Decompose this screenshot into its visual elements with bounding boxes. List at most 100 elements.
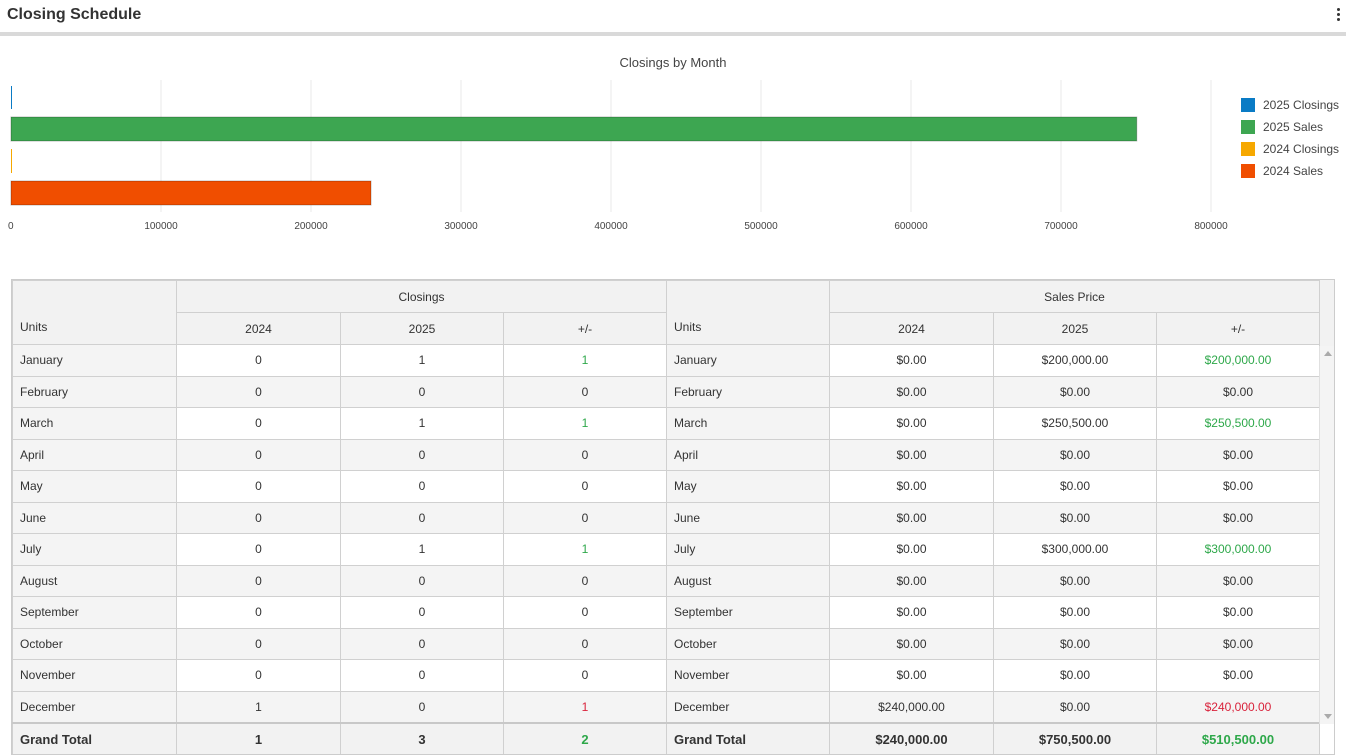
bar-2024-closings[interactable] (11, 149, 12, 173)
month-cell: November (666, 659, 830, 692)
x-tick-label: 600000 (894, 221, 928, 232)
bar-2024-sales[interactable] (10, 180, 372, 206)
sales-2025-cell: $0.00 (993, 375, 1157, 408)
month-cell: August (12, 564, 177, 597)
more-vertical-icon[interactable] (1335, 5, 1343, 23)
closings-2024-cell: 0 (176, 501, 341, 534)
sales-2024-cell: $0.00 (829, 344, 994, 377)
closings-2025-cell: 0 (340, 501, 504, 534)
units-header-2: Units (666, 280, 830, 345)
month-cell: April (666, 438, 830, 471)
legend-swatch (1241, 98, 1255, 112)
legend-item[interactable]: 2024 Sales (1241, 160, 1339, 182)
x-tick-label: 100000 (144, 221, 178, 232)
table-row: March 0 1 1 March $0.00 $250,500.00 $250,500.00 (12, 407, 1320, 440)
legend-item[interactable]: 2024 Closings (1241, 138, 1339, 160)
scrollbar-header-filler (1319, 280, 1334, 346)
table-row: August 0 0 0 August $0.00 $0.00 $0.00 (12, 564, 1320, 597)
month-cell: October (12, 627, 177, 660)
sales-2025-cell: $0.00 (993, 596, 1157, 629)
closings-2025-cell: 0 (340, 470, 504, 503)
month-cell: August (666, 564, 830, 597)
closings-diff-cell: 1 (503, 407, 667, 440)
sales-2024-cell: $0.00 (829, 438, 994, 471)
month-cell: January (12, 344, 177, 377)
closings-2024-cell: 0 (176, 375, 341, 408)
closings-diff-cell: 0 (503, 470, 667, 503)
sales-diff-cell: $250,500.00 (1156, 407, 1320, 440)
units-header: Units (12, 280, 177, 345)
bar-2025-sales[interactable] (10, 116, 1138, 142)
x-tick-label: 300000 (444, 221, 478, 232)
col-diff-closings[interactable]: +/- (503, 312, 667, 345)
month-cell: July (666, 533, 830, 566)
month-cell: March (12, 407, 177, 440)
closings-diff-cell: 0 (503, 501, 667, 534)
bar-2025-closings[interactable] (11, 86, 12, 109)
closings-2024-cell: 0 (176, 438, 341, 471)
month-cell: March (666, 407, 830, 440)
legend-label: 2024 Sales (1263, 164, 1324, 178)
panel-title: Closing Schedule (7, 6, 142, 23)
table-row: May 0 0 0 May $0.00 $0.00 $0.00 (12, 470, 1320, 503)
x-tick-label: 400000 (594, 221, 628, 232)
closings-2024-cell: 0 (176, 627, 341, 660)
month-cell: September (666, 596, 830, 629)
closings-2025-cell: 1 (340, 344, 504, 377)
col-diff-sales[interactable]: +/- (1156, 312, 1320, 345)
sales-2024-cell: $0.00 (829, 659, 994, 692)
closings-2025-cell: 1 (340, 533, 504, 566)
table-row: July 0 1 1 July $0.00 $300,000.00 $300,000.00 (12, 533, 1320, 566)
scroll-up-icon[interactable] (1324, 351, 1332, 356)
total-sales-diff: $510,500.00 (1156, 722, 1320, 754)
closings-2024-cell: 1 (176, 690, 341, 724)
closings-2025-cell: 0 (340, 627, 504, 660)
table-row: September 0 0 0 September $0.00 $0.00 $0.00 (12, 596, 1320, 629)
col-2024-sales[interactable]: 2024 (829, 312, 994, 345)
table-row: June 0 0 0 June $0.00 $0.00 $0.00 (12, 501, 1320, 534)
closings-diff-cell: 1 (503, 690, 667, 724)
sales-2025-cell: $0.00 (993, 438, 1157, 471)
sales-2025-cell: $0.00 (993, 501, 1157, 534)
closings-2025-cell: 0 (340, 596, 504, 629)
legend-swatch (1241, 142, 1255, 156)
legend-label: 2025 Closings (1263, 98, 1340, 112)
sales-2025-cell: $0.00 (993, 690, 1157, 724)
col-2025-sales[interactable]: 2025 (993, 312, 1157, 345)
x-tick-label: 200000 (294, 221, 328, 232)
closings-2024-cell: 0 (176, 407, 341, 440)
sales-2024-cell: $0.00 (829, 407, 994, 440)
legend-label: 2025 Sales (1263, 120, 1324, 134)
sales-2024-cell: $0.00 (829, 501, 994, 534)
closings-header: Closings (176, 280, 667, 313)
sales-diff-cell: $200,000.00 (1156, 344, 1320, 377)
sales-diff-cell: $0.00 (1156, 501, 1320, 534)
table-row: December 1 0 1 December $240,000.00 $0.00 $240,… (12, 690, 1320, 724)
x-tick-label: 700000 (1044, 221, 1078, 232)
table-row: October 0 0 0 October $0.00 $0.00 $0.00 (12, 627, 1320, 660)
sales-2025-cell: $0.00 (993, 659, 1157, 692)
month-cell: September (12, 596, 177, 629)
closings-2025-cell: 0 (340, 438, 504, 471)
legend-item[interactable]: 2025 Sales (1241, 116, 1339, 138)
closing-table-container: Units Closings Units Sales Price 2024 20… (11, 279, 1335, 755)
sales-diff-cell: $0.00 (1156, 627, 1320, 660)
closings-2025-cell: 0 (340, 659, 504, 692)
sales-diff-cell: $300,000.00 (1156, 533, 1320, 566)
grand-total-row: Grand Total 1 3 2 Grand Total $240,000.0… (12, 722, 1320, 754)
sales-2024-cell: $0.00 (829, 596, 994, 629)
table-scrollbar[interactable] (1319, 346, 1334, 724)
closings-2025-cell: 0 (340, 564, 504, 597)
closings-2024-cell: 0 (176, 596, 341, 629)
closings-2025-cell: 0 (340, 375, 504, 408)
legend-item[interactable]: 2025 Closings (1241, 94, 1339, 116)
grand-total-label: Grand Total (12, 722, 177, 754)
col-2024-closings[interactable]: 2024 (176, 312, 341, 345)
table-row: January 0 1 1 January $0.00 $200,000.00 $200,00… (12, 344, 1320, 377)
month-cell: November (12, 659, 177, 692)
col-2025-closings[interactable]: 2025 (340, 312, 504, 345)
scroll-down-icon[interactable] (1324, 714, 1332, 719)
closings-2025-cell: 1 (340, 407, 504, 440)
legend-swatch (1241, 164, 1255, 178)
month-cell: January (666, 344, 830, 377)
